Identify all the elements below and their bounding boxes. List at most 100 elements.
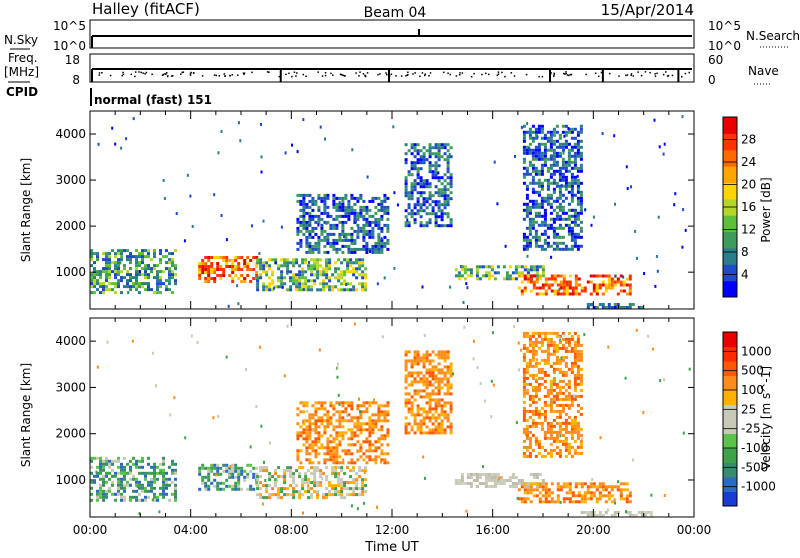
power-echo-cell — [108, 252, 111, 256]
velocity-echo-cell — [562, 482, 566, 486]
power-scatter-cell — [302, 118, 305, 122]
power-scatter-cell — [466, 286, 469, 290]
power-echo-cell — [353, 196, 357, 200]
power-echo-cell — [313, 267, 317, 271]
power-echo-cell — [616, 303, 620, 306]
power-echo-cell — [422, 158, 426, 162]
power-echo-cell — [538, 274, 542, 278]
velocity-echo-cell — [96, 492, 99, 496]
power-echo-cell — [475, 271, 479, 275]
velocity-echo-cell — [555, 334, 559, 338]
power-echo-cell — [156, 282, 159, 286]
velocity-scatter-cell — [255, 405, 258, 408]
velocity-echo-cell — [144, 495, 147, 499]
velocity-echo-cell — [434, 401, 438, 405]
power-echo-cell — [246, 265, 250, 268]
velocity-echo-cell — [561, 406, 565, 410]
velocity-echo-cell — [573, 382, 577, 386]
power-echo-cell — [628, 306, 632, 309]
velocity-echo-cell — [159, 462, 162, 466]
power-echo-cell — [543, 136, 547, 140]
velocity-echo-cell — [380, 428, 384, 432]
velocity-echo-cell — [580, 511, 584, 514]
power-echo-cell — [558, 187, 562, 191]
power-echo-cell — [114, 282, 117, 286]
power-echo-cell — [613, 283, 617, 287]
velocity-echo-cell — [349, 493, 353, 497]
velocity-echo-cell — [525, 430, 529, 434]
velocity-echo-cell — [353, 443, 357, 447]
power-echo-cell — [546, 223, 550, 227]
power-echo-cell — [637, 306, 641, 309]
velocity-echo-cell — [268, 478, 272, 482]
velocity-echo-cell — [347, 401, 351, 405]
power-echo-cell — [380, 226, 384, 230]
velocity-echo-cell — [437, 377, 441, 381]
velocity-echo-cell — [313, 475, 317, 479]
velocity-echo-cell — [422, 383, 426, 387]
power-echo-cell — [111, 282, 114, 286]
power-echo-cell — [359, 208, 363, 212]
power-echo-cell — [543, 157, 547, 161]
power-echo-cell — [308, 244, 312, 248]
velocity-echo-cell — [540, 340, 544, 344]
velocity-echo-cell — [558, 361, 562, 365]
power-echo-cell — [347, 244, 351, 248]
velocity-echo-cell — [368, 404, 372, 408]
velocity-echo-cell — [335, 434, 339, 438]
velocity-echo-cell — [259, 475, 263, 479]
power-echo-cell — [625, 306, 629, 309]
power-echo-cell — [308, 229, 312, 233]
nave-dot — [496, 74, 499, 77]
velocity-echo-cell — [329, 434, 333, 438]
power-echo-cell — [437, 206, 441, 210]
velocity-scatter-cell — [158, 510, 161, 514]
velocity-echo-cell — [567, 445, 571, 449]
power-echo-cell — [126, 255, 129, 259]
velocity-echo-cell — [528, 337, 532, 341]
velocity-echo-cell — [380, 404, 384, 408]
power-echo-cell — [549, 217, 553, 221]
velocity-echo-cell — [561, 409, 565, 413]
power-echo-cell — [604, 283, 608, 287]
velocity-echo-cell — [343, 484, 347, 488]
power-echo-cell — [531, 148, 535, 152]
velocity-echo-cell — [531, 355, 535, 359]
power-echo-cell — [546, 187, 550, 191]
velocity-echo-cell — [457, 479, 461, 482]
velocity-echo-cell — [567, 340, 571, 344]
velocity-echo-cell — [314, 452, 318, 456]
velocity-echo-cell — [216, 484, 220, 488]
nave-dot — [385, 72, 387, 74]
power-echo-cell — [449, 185, 453, 189]
velocity-echo-cell — [350, 452, 354, 456]
power-echo-cell — [337, 258, 341, 262]
velocity-echo-cell — [570, 430, 574, 434]
velocity-scatter-cell — [472, 339, 475, 343]
velocity-echo-cell — [541, 500, 545, 504]
power-echo-cell — [150, 267, 153, 271]
velocity-echo-cell — [277, 487, 281, 491]
power-echo-cell — [511, 277, 515, 281]
velocity-echo-cell — [528, 442, 532, 446]
power-echo-cell — [346, 270, 350, 274]
velocity-scatter-cell — [261, 502, 264, 506]
power-echo-cell — [529, 268, 533, 272]
velocity-echo-cell — [323, 431, 327, 435]
power-echo-cell — [99, 270, 102, 274]
power-echo-cell — [296, 199, 300, 203]
power-echo-cell — [531, 163, 535, 167]
power-echo-cell — [431, 200, 435, 204]
power-echo-cell — [404, 194, 408, 198]
velocity-echo-cell — [126, 471, 129, 475]
velocity-colorbar-label: 100 — [741, 383, 764, 397]
power-echo-cell — [570, 226, 574, 230]
power-echo-cell — [579, 157, 583, 161]
velocity-echo-cell — [168, 477, 171, 481]
velocity-echo-cell — [353, 431, 357, 435]
power-echo-cell — [361, 288, 365, 292]
power-scatter-cell — [396, 203, 399, 207]
velocity-echo-cell — [359, 413, 363, 417]
velocity-echo-cell — [252, 472, 256, 476]
velocity-scatter-cell — [154, 384, 157, 388]
